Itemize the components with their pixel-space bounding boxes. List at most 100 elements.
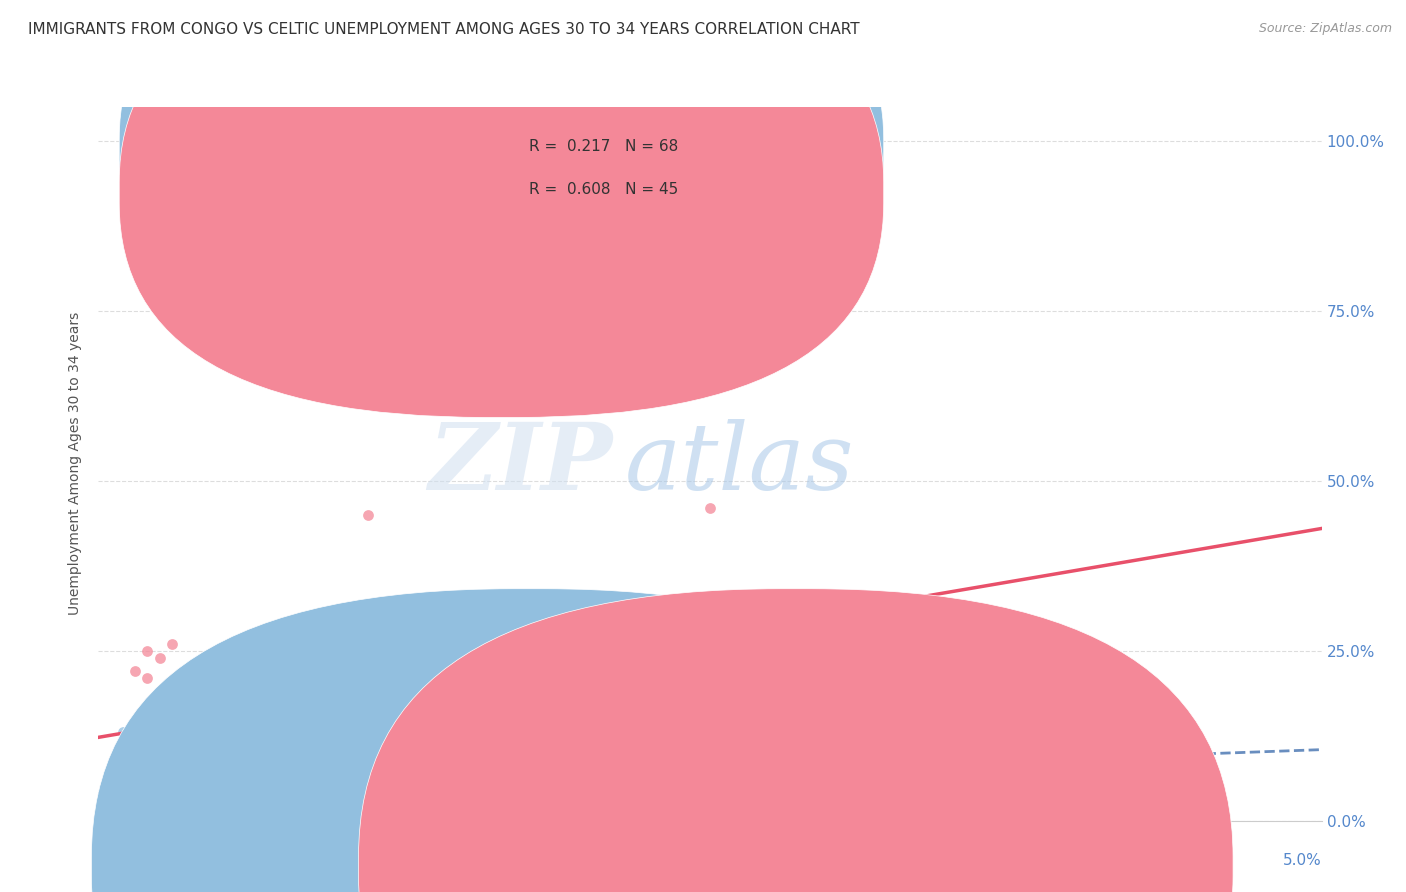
Point: [478, 752, 501, 766]
Point: [233, 793, 256, 807]
Point: [233, 766, 256, 780]
Point: [160, 637, 183, 651]
Point: [650, 780, 672, 794]
Point: [356, 508, 378, 522]
Text: atlas: atlas: [624, 419, 853, 508]
Point: [160, 718, 183, 732]
Point: [131, 712, 153, 726]
Point: [100, 793, 122, 807]
Point: [117, 787, 139, 801]
Point: [772, 134, 794, 148]
Point: [576, 759, 599, 773]
Point: [120, 800, 142, 814]
Point: [527, 787, 550, 801]
Point: [136, 705, 159, 719]
Point: [190, 806, 212, 821]
Point: [186, 712, 208, 726]
Point: [186, 752, 208, 766]
Text: R =  0.608   N = 45: R = 0.608 N = 45: [529, 182, 678, 196]
Point: [723, 657, 745, 672]
Point: [209, 800, 232, 814]
Text: Immigrants from Congo: Immigrants from Congo: [551, 859, 733, 873]
Point: [107, 800, 129, 814]
Point: [136, 644, 159, 658]
Point: [101, 787, 124, 801]
Point: [91, 793, 114, 807]
Point: [124, 664, 146, 678]
Point: [117, 787, 139, 801]
Point: [381, 759, 404, 773]
Point: [94, 787, 117, 801]
Point: [503, 780, 526, 794]
Point: [576, 780, 599, 794]
Point: [101, 800, 124, 814]
Text: Celtics: Celtics: [818, 859, 869, 873]
Point: [186, 691, 208, 706]
Text: R =  0.217   N = 68: R = 0.217 N = 68: [529, 139, 678, 153]
Point: [104, 780, 127, 794]
Point: [98, 806, 121, 821]
Point: [381, 787, 404, 801]
Point: [283, 759, 305, 773]
Point: [454, 746, 477, 760]
Point: [111, 725, 134, 739]
Point: [114, 787, 136, 801]
Point: [259, 664, 281, 678]
Point: [141, 793, 163, 807]
Point: [283, 780, 305, 794]
Point: [89, 800, 111, 814]
Point: [97, 793, 120, 807]
Point: [699, 501, 721, 516]
Point: [166, 793, 188, 807]
Point: [454, 787, 477, 801]
Point: [110, 793, 132, 807]
Point: [405, 766, 427, 780]
Point: [209, 712, 232, 726]
Point: [821, 800, 844, 814]
Point: [503, 746, 526, 760]
Point: [405, 780, 427, 794]
Point: [91, 806, 114, 821]
Point: [173, 787, 195, 801]
Point: [332, 772, 354, 787]
Point: [197, 793, 219, 807]
FancyBboxPatch shape: [120, 0, 884, 417]
Point: [101, 800, 124, 814]
Point: [94, 793, 117, 807]
Point: [127, 793, 149, 807]
Point: [131, 800, 153, 814]
Point: [91, 800, 114, 814]
Point: [405, 671, 427, 685]
Point: [675, 793, 697, 807]
Point: [308, 793, 330, 807]
Y-axis label: Unemployment Among Ages 30 to 34 years: Unemployment Among Ages 30 to 34 years: [69, 312, 83, 615]
Point: [149, 650, 172, 665]
Point: [381, 657, 404, 672]
Point: [136, 787, 159, 801]
Point: [454, 678, 477, 692]
Point: [748, 650, 770, 665]
Point: [209, 772, 232, 787]
Point: [173, 684, 195, 698]
Point: [332, 671, 354, 685]
Point: [527, 766, 550, 780]
Point: [160, 766, 183, 780]
Point: [124, 718, 146, 732]
Point: [93, 800, 115, 814]
Point: [96, 800, 118, 814]
Point: [90, 793, 112, 807]
Point: [259, 772, 281, 787]
Point: [527, 787, 550, 801]
Text: Source: ZipAtlas.com: Source: ZipAtlas.com: [1258, 22, 1392, 36]
Point: [121, 793, 143, 807]
Point: [430, 712, 453, 726]
Point: [160, 800, 183, 814]
Point: [283, 678, 305, 692]
Point: [613, 392, 636, 407]
Point: [356, 793, 378, 807]
Point: [308, 766, 330, 780]
Point: [233, 650, 256, 665]
Point: [259, 800, 281, 814]
Point: [100, 793, 122, 807]
Point: [209, 684, 232, 698]
